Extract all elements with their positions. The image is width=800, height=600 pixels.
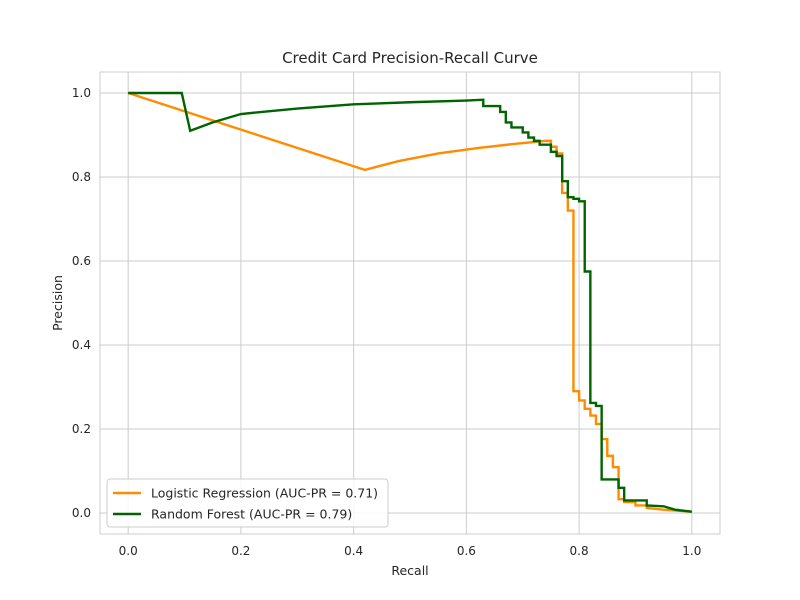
y-tick-label: 0.0	[72, 506, 91, 520]
x-tick-label: 0.0	[119, 544, 138, 558]
legend-box	[106, 478, 389, 528]
x-tick-labels: 0.0 0.2 0.4 0.6 0.8 1.0	[119, 544, 702, 558]
y-tick-label: 0.8	[72, 170, 91, 184]
y-tick-label: 0.6	[72, 254, 91, 268]
y-tick-labels: 0.0 0.2 0.4 0.6 0.8 1.0	[72, 86, 91, 520]
x-tick-label: 0.4	[344, 544, 363, 558]
series-line-random-forest	[128, 91, 692, 513]
chart-title: Credit Card Precision-Recall Curve	[282, 49, 538, 67]
legend: Logistic Regression (AUC-PR = 0.71) Rand…	[106, 478, 389, 528]
x-axis-label: Recall	[391, 563, 428, 578]
y-tick-label: 0.4	[72, 338, 91, 352]
y-axis-label: Precision	[50, 275, 65, 331]
legend-label-random-forest: Random Forest (AUC-PR = 0.79)	[151, 507, 352, 522]
plot-frame	[99, 71, 721, 535]
x-tick-label: 0.8	[570, 544, 589, 558]
x-tick-label: 0.6	[457, 544, 476, 558]
legend-label-logistic-regression: Logistic Regression (AUC-PR = 0.71)	[151, 486, 378, 501]
x-tick-label: 0.2	[231, 544, 250, 558]
x-tick-label: 1.0	[682, 544, 701, 558]
series-layer	[127, 91, 692, 513]
y-tick-label: 0.2	[72, 422, 91, 436]
plot-area	[100, 72, 720, 534]
y-tick-label: 1.0	[72, 86, 91, 100]
grid	[100, 72, 720, 534]
